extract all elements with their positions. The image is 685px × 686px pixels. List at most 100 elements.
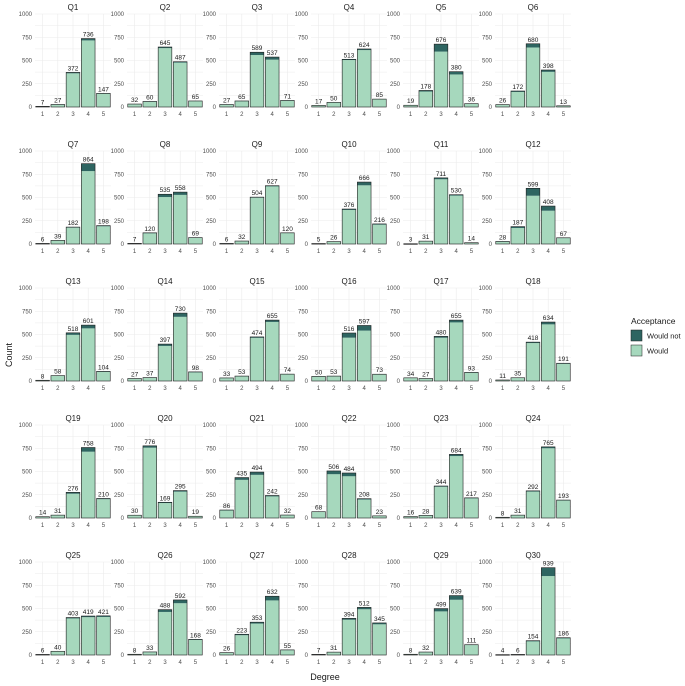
- x-tick-label: 5: [102, 249, 106, 255]
- data-label: 216: [374, 217, 385, 224]
- bar-would: [434, 486, 448, 518]
- x-tick-label: 1: [501, 386, 505, 392]
- x-tick-label: 5: [470, 249, 474, 255]
- data-label: 26: [330, 235, 338, 242]
- bar-outline: [65, 72, 81, 108]
- legend-title: Acceptance: [631, 316, 676, 326]
- y-tick-label: 500: [206, 470, 217, 476]
- data-label: 398: [543, 63, 554, 70]
- bar-would-not: [372, 223, 387, 225]
- data-label: 435: [236, 471, 247, 478]
- data-label: 666: [359, 175, 370, 182]
- x-tick-label: 3: [531, 660, 535, 666]
- bar-outline: [510, 654, 525, 656]
- data-label: 27: [422, 371, 430, 378]
- bar-would-not: [158, 609, 172, 612]
- x-tick-label: 3: [163, 249, 167, 255]
- bar-would: [66, 618, 80, 655]
- x-tick-label: 5: [194, 660, 198, 666]
- legend: Acceptance Would not Would: [630, 316, 682, 357]
- y-tick-label: 750: [390, 309, 401, 315]
- panel-q8: Q8 0 250 500 750 1000 1 2 3 4 5 7 120 535 558 69: [111, 140, 203, 255]
- bar-outline: [556, 237, 571, 245]
- bar-would: [188, 372, 203, 381]
- bar-would-not: [434, 44, 448, 52]
- bar-would: [250, 55, 264, 107]
- bar-outline: [280, 514, 295, 519]
- panel-q1: Q1 0 250 500 750 1000 1 2 3 4 5 7 27 372 736 147: [19, 3, 111, 118]
- bar-outline: [265, 185, 280, 245]
- y-tick-label: 250: [482, 630, 493, 636]
- bar-outline: [188, 371, 203, 382]
- bar-outline: [341, 332, 357, 382]
- bar-outline: [157, 193, 173, 245]
- x-tick-label: 4: [547, 112, 551, 118]
- bar-would: [265, 186, 280, 244]
- x-tick-label: 2: [240, 249, 244, 255]
- y-tick-label: 1000: [387, 12, 401, 18]
- bar-would: [434, 337, 448, 381]
- x-tick-label: 2: [424, 249, 428, 255]
- data-label: 28: [422, 508, 430, 515]
- panel-q4: Q4 0 250 500 750 1000 1 2 3 4 5 17 50 513 624 85: [295, 3, 387, 118]
- y-tick-label: 500: [206, 607, 217, 613]
- bar-would: [173, 603, 188, 655]
- x-tick-label: 5: [286, 523, 290, 529]
- y-tick-label: 500: [298, 59, 309, 65]
- y-tick-label: 750: [206, 446, 217, 452]
- y-tick-label: 750: [22, 446, 33, 452]
- bar-would: [188, 516, 203, 518]
- bar-outline: [65, 492, 81, 519]
- x-tick-label: 1: [409, 112, 413, 118]
- bar-outline: [556, 362, 571, 382]
- y-tick-label: 250: [482, 82, 493, 88]
- data-label: 186: [558, 631, 569, 638]
- x-tick-label: 5: [286, 112, 290, 118]
- y-tick-label: 0: [213, 242, 217, 248]
- x-tick-label: 2: [332, 660, 336, 666]
- bar-outline: [449, 71, 464, 108]
- bar-outline: [81, 38, 96, 108]
- data-label: 518: [68, 326, 79, 333]
- bar-would: [50, 375, 65, 381]
- bar-outline: [127, 514, 142, 519]
- y-tick-label: 250: [390, 630, 401, 636]
- y-tick-label: 750: [22, 35, 33, 41]
- bar-would: [449, 74, 464, 107]
- bar-would: [142, 233, 157, 244]
- bar-would: [66, 334, 80, 381]
- data-label: 13: [560, 99, 568, 106]
- bar-outline: [50, 650, 65, 656]
- y-tick-label: 0: [121, 105, 125, 111]
- bar-outline: [265, 595, 280, 656]
- y-tick-label: 250: [114, 356, 125, 362]
- bar-would: [50, 240, 65, 244]
- bar-would: [326, 652, 341, 655]
- bar-outline: [326, 375, 341, 382]
- x-tick-label: 3: [163, 386, 167, 392]
- bar-would-not: [265, 57, 280, 60]
- bar-outline: [219, 104, 234, 108]
- bar-would: [510, 515, 525, 518]
- bar-outline: [326, 102, 341, 108]
- x-tick-label: 2: [56, 660, 60, 666]
- bar-would-not: [142, 445, 157, 448]
- y-tick-label: 500: [482, 607, 493, 613]
- bar-would: [311, 105, 326, 107]
- bar-would: [372, 99, 387, 107]
- y-tick-label: 750: [206, 172, 217, 178]
- data-label: 418: [528, 335, 539, 342]
- y-tick-label: 0: [397, 242, 401, 248]
- bar-outline: [249, 336, 265, 382]
- y-tick-label: 0: [29, 516, 33, 522]
- bar-outline: [265, 495, 280, 519]
- data-label: 558: [175, 185, 186, 192]
- bar-would-not: [158, 502, 172, 504]
- data-label: 35: [514, 371, 522, 378]
- data-label: 939: [543, 561, 554, 568]
- bar-outline: [510, 377, 525, 382]
- bar-outline: [449, 454, 464, 519]
- y-tick-label: 500: [390, 196, 401, 202]
- bar-would-not: [265, 185, 280, 187]
- bar-would: [326, 376, 341, 381]
